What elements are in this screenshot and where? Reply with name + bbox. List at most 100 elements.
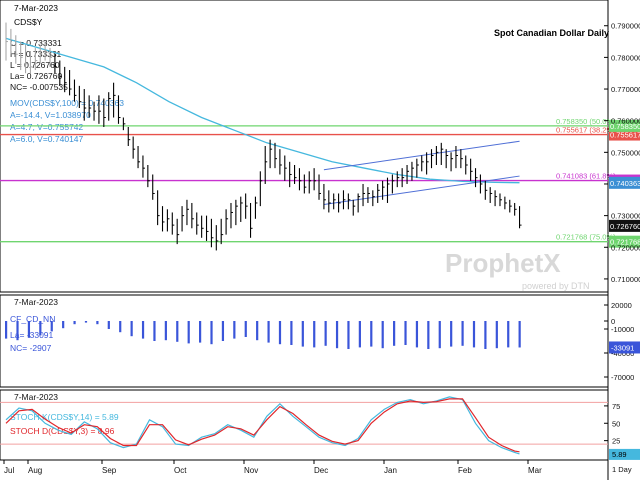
cot-bar xyxy=(233,321,236,339)
price-y-tick-label: 0.750000 xyxy=(611,148,640,157)
cot-bar xyxy=(472,321,476,348)
cot-y-tick-label: -10000 xyxy=(611,325,634,334)
cot-y-tick-label: -70000 xyxy=(611,373,634,382)
cot-bar xyxy=(507,321,510,348)
last-value-tag: 0.726760 xyxy=(610,222,640,231)
cot-bar xyxy=(267,321,270,343)
cot-bar xyxy=(347,321,350,349)
channel-line xyxy=(323,175,520,206)
cot-bar xyxy=(62,321,65,329)
cot-bar xyxy=(16,321,19,341)
cot-bar xyxy=(495,321,498,349)
cot-bar xyxy=(27,321,31,338)
cot-bar xyxy=(221,321,225,341)
cot-bar xyxy=(199,321,202,343)
x-axis-tick-label: Feb xyxy=(458,466,472,475)
cot-bar xyxy=(256,321,259,341)
fib-level-tag-bg xyxy=(609,235,640,248)
stoch-series-line xyxy=(5,398,520,453)
stoch-y-tick-label: 25 xyxy=(612,437,620,446)
fib-level-label: 0.758350 (50.0%) xyxy=(556,117,616,126)
cot-last-tag-bg xyxy=(609,341,640,354)
cot-bar xyxy=(130,321,133,337)
last-value-tag-bg xyxy=(609,176,640,189)
cot-bar xyxy=(39,321,42,336)
cot-bar xyxy=(210,321,213,345)
cot-bar xyxy=(50,321,53,332)
fib-level-label: 0.721768 (75.0%) xyxy=(556,233,616,242)
stoch-last-tag-bg xyxy=(609,448,640,460)
x-axis-tick-label: Oct xyxy=(174,466,187,475)
cot-bar xyxy=(176,321,179,342)
price-bars xyxy=(5,22,522,251)
price-panel-frame xyxy=(0,0,609,293)
x-axis-tick-label: Nov xyxy=(244,466,258,475)
price-y-tick-label: 0.790000 xyxy=(611,22,640,31)
cot-bar xyxy=(278,321,282,345)
price-date-label: 7-Mar-2023 xyxy=(14,3,58,13)
x-axis-tick-label: Jan xyxy=(384,466,397,475)
last-value-tag: 0.740363 xyxy=(610,179,640,188)
cot-bar xyxy=(313,321,316,348)
price-y-tick-label: 0.720000 xyxy=(611,243,640,252)
fib-level-tag: 0.755617 xyxy=(610,131,640,140)
price-y-tick-label: 0.780000 xyxy=(611,53,640,62)
cot-bar xyxy=(393,321,396,346)
watermark-text: ProphetX xyxy=(445,248,561,278)
cot-bar xyxy=(107,321,110,329)
moving-average-line xyxy=(5,37,520,184)
fib-level-label: 0.755617 (38.2%) xyxy=(556,126,616,135)
cot-bar xyxy=(324,321,327,346)
cot-y-axis: 20000 0-10000 -40000 -70000 -33091 xyxy=(604,301,640,382)
price-y-axis: 0.790000 0.780000 0.770000 0.760000 0.750000… xyxy=(604,22,640,284)
price-y-tick-label: 0.730000 xyxy=(611,212,640,221)
price-y-tick-label: 0.770000 xyxy=(611,85,640,94)
study-line: A=6.0, V=0.740147 xyxy=(10,134,84,144)
cot-bar xyxy=(96,321,99,325)
price-symbol-label: CDS$Y xyxy=(14,17,43,27)
fib-level-tag: 0.758350 xyxy=(610,122,640,131)
cot-y-tick-label: 0 xyxy=(611,317,615,326)
cot-bar xyxy=(484,321,487,349)
cot-bar xyxy=(164,321,167,341)
cot-bar xyxy=(427,321,430,349)
cot-bar xyxy=(404,321,407,345)
cot-y-tick-label: 20000 xyxy=(611,301,632,310)
stoch-y-tick-label: 50 xyxy=(612,419,620,428)
cot-bar xyxy=(415,321,419,348)
x-axis-tick-label: Jul xyxy=(4,466,14,475)
cot-bar xyxy=(438,321,441,349)
x-axis-tick-label: Aug xyxy=(28,466,42,475)
cot-bar xyxy=(244,321,247,337)
cot-date-label: 7-Mar-2023 xyxy=(14,297,58,307)
x-axis-tick-label: Dec xyxy=(314,466,328,475)
cot-header-line: La= -33091 xyxy=(10,330,54,340)
stoch-last-tag: 5.89 xyxy=(612,450,627,459)
x-axis-tick-label: Sep xyxy=(102,466,117,475)
stoch-y-axis: 75 50 25 5.89 xyxy=(604,402,640,460)
cot-bar xyxy=(381,321,384,349)
x-axis-period-label: 1 Day xyxy=(612,465,632,474)
cot-bar xyxy=(153,321,156,341)
cot-bar xyxy=(450,321,453,347)
cot-bar xyxy=(187,321,190,344)
study-line: MOV(CDS$Y,100) = 0.740363 xyxy=(10,98,124,108)
cot-bar xyxy=(5,321,8,339)
stoch-date-label: 7-Mar-2023 xyxy=(14,392,58,402)
cot-bar xyxy=(358,321,361,348)
price-title: Spot Canadian Dollar Daily xyxy=(494,28,609,38)
stoch-legend-item: STOCH K(CDS$Y,14) = 5.89 xyxy=(10,412,119,422)
study-line: A=-14.4, V=1.038970 xyxy=(10,110,91,120)
watermark-subtext: powered by DTN xyxy=(522,281,590,291)
moving-average xyxy=(5,37,520,184)
cot-last-tag: -33091 xyxy=(611,343,634,352)
cot-header: 7-Mar-2023 CF_CD_NN La= -33091 NC= -2907 xyxy=(10,297,58,353)
price-header-line: La= 0.726760 xyxy=(10,71,63,81)
price-header-line: O = 0.733331 xyxy=(10,38,62,48)
x-axis: Jul Aug Sep Oct Nov Dec Jan Feb Mar 1 Day xyxy=(3,460,632,475)
study-lines: MOV(CDS$Y,100) = 0.740363 A=-14.4, V=1.03… xyxy=(10,98,124,144)
fib-level-tag-bg xyxy=(609,119,640,132)
cot-bar xyxy=(370,321,373,347)
cot-bar xyxy=(335,321,339,349)
